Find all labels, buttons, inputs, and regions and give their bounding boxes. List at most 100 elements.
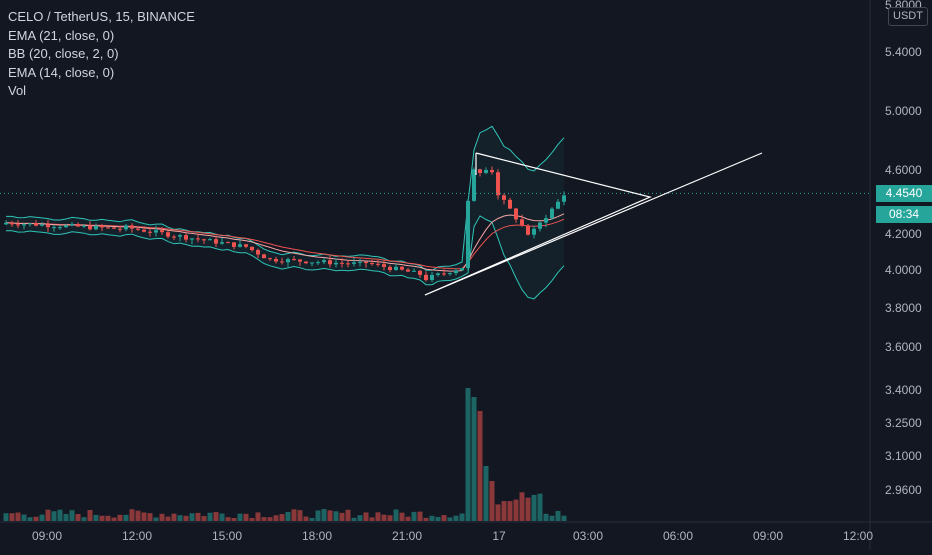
volume-bar [165, 516, 171, 521]
legend-ema14[interactable]: EMA (14, close, 0) [8, 64, 115, 80]
time-tick-label: 06:00 [663, 529, 693, 543]
volume-bar [447, 517, 453, 521]
candle-body [214, 239, 218, 244]
ema14-line [5, 213, 565, 272]
currency-unit-tag[interactable]: USDT [888, 7, 928, 26]
candle-body [478, 169, 482, 173]
candle-body [232, 242, 236, 247]
volume-bar [21, 514, 27, 521]
volume-bar [543, 513, 549, 521]
volume-bar [339, 512, 345, 521]
time-tick-label: 15:00 [212, 529, 242, 543]
candle-body [262, 254, 266, 259]
volume-bar [69, 510, 75, 521]
candle-body [52, 227, 56, 229]
candle-body [352, 262, 356, 264]
volume-bar [135, 510, 141, 521]
candle-body [448, 273, 452, 275]
volume-bar [237, 513, 243, 521]
volume-bar [285, 511, 291, 521]
volume-bar [405, 516, 411, 521]
candle-body [472, 169, 476, 201]
volume-bar [3, 513, 9, 521]
time-tick-label: 09:00 [32, 529, 62, 543]
candle-body [484, 170, 488, 173]
volume-bar [111, 517, 117, 521]
time-tick-label: 12:00 [122, 529, 152, 543]
candle-body [148, 231, 152, 233]
bb-lower-line [6, 215, 565, 300]
candle-body [4, 222, 8, 225]
legend-ema21[interactable]: EMA (21, close, 0) [8, 27, 115, 43]
volume-bar [117, 514, 123, 521]
candle-body [106, 227, 110, 229]
volume-bar [309, 517, 315, 521]
candle-body [418, 270, 422, 275]
volume-bar [15, 512, 21, 521]
volume-bar [243, 513, 249, 521]
candle-body [322, 260, 326, 263]
candle-body [538, 222, 542, 229]
candle-body [100, 225, 104, 228]
time-tick-label: 17 [492, 529, 506, 543]
volume-bar [453, 515, 459, 521]
candle-body [82, 225, 86, 227]
candle-body [520, 219, 524, 226]
volume-bar [441, 515, 447, 521]
candle-body [562, 195, 566, 202]
volume-bar [171, 513, 177, 521]
candle-body [544, 218, 548, 223]
volume-bar [399, 512, 405, 521]
candle-body [130, 225, 134, 229]
price-tick-label: 3.8000 [885, 301, 922, 315]
volume-bar [57, 509, 63, 521]
candle-body [556, 201, 560, 209]
candle-body [508, 199, 512, 209]
candle-body [298, 259, 302, 262]
candle-body [172, 236, 176, 238]
price-tick-label: 5.4000 [885, 45, 922, 59]
candle-body [430, 274, 434, 281]
candle-body [274, 259, 278, 262]
triangle-drawing [424, 152, 652, 296]
volume-bar [129, 509, 135, 521]
legend-bb[interactable]: BB (20, close, 2, 0) [8, 46, 119, 61]
candle-body [514, 208, 518, 220]
candle-body [202, 239, 206, 241]
price-tick-label: 4.6000 [885, 163, 922, 177]
volume-bar [315, 510, 321, 521]
volume-bar [75, 514, 81, 521]
volume-bar [501, 501, 507, 521]
candle-body [394, 266, 398, 271]
legend-symbol[interactable]: CELO / TetherUS, 15, BINANCE [8, 9, 195, 24]
volume-bar [483, 466, 489, 521]
volume-bar [525, 497, 531, 521]
volume-bar [429, 515, 435, 521]
volume-bar [513, 499, 519, 521]
legend-vol[interactable]: Vol [8, 83, 27, 98]
volume-bar [39, 514, 45, 521]
volume-bar [357, 515, 363, 521]
price-tick-label: 3.2500 [885, 416, 922, 430]
volume-bar [261, 517, 267, 521]
candle-body [304, 261, 308, 264]
volume-bar [495, 504, 501, 521]
candle-body [502, 195, 506, 200]
volume-bar [51, 511, 57, 521]
candle-body [208, 239, 212, 241]
candle-body [190, 238, 194, 240]
candle-body [22, 224, 26, 226]
candle-body [382, 264, 386, 267]
volume-bar [45, 509, 51, 521]
volume-bar [477, 411, 483, 521]
candle-body [40, 224, 44, 226]
candle-body [250, 246, 254, 251]
current-price-tag: 4.4540 [876, 185, 932, 202]
candle-body [442, 273, 446, 275]
time-tick-label: 03:00 [573, 529, 603, 543]
candle-body [46, 224, 50, 228]
price-tick-label: 3.6000 [885, 340, 922, 354]
volume-bar [279, 514, 285, 521]
